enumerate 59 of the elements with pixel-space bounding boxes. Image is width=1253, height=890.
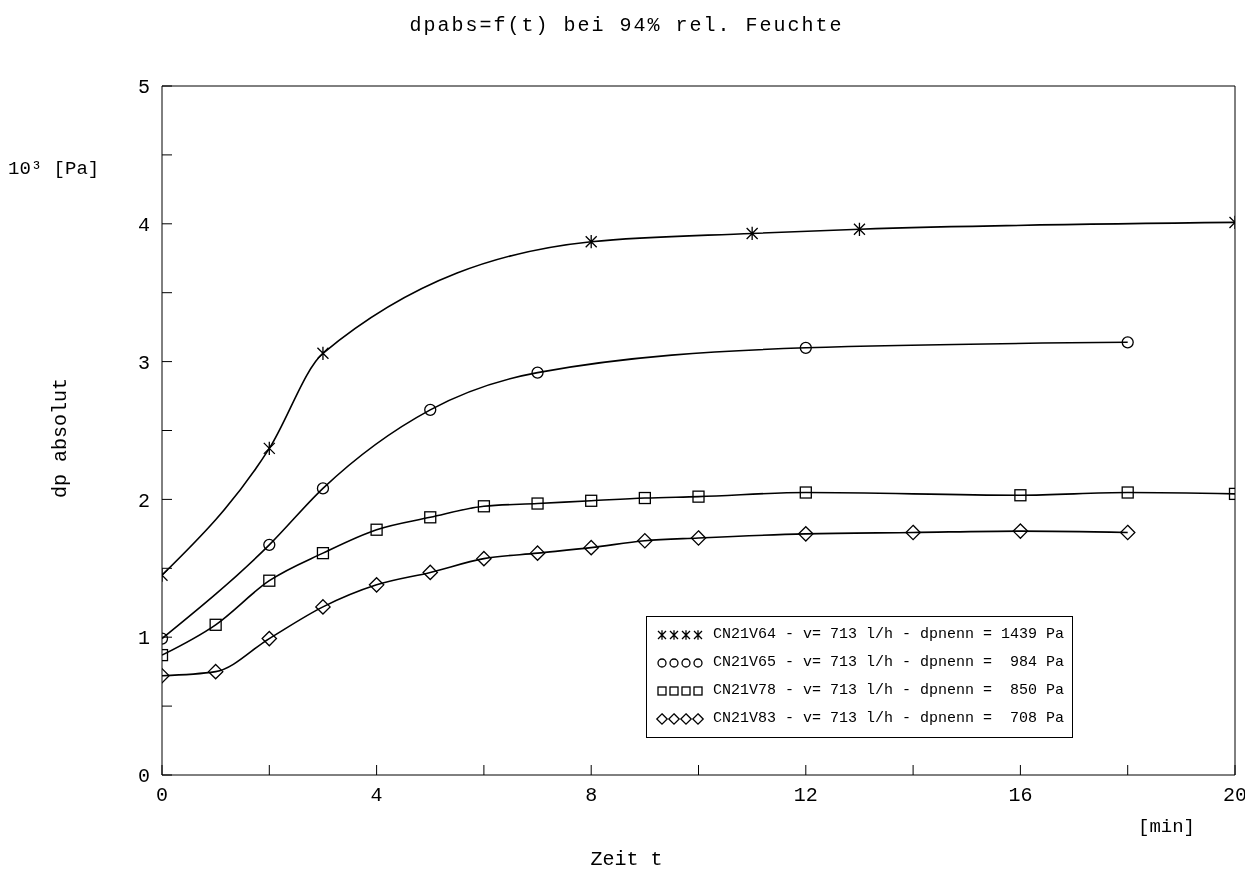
point [476,550,492,567]
point [316,482,330,495]
point [261,630,278,647]
chart-title: dpabs=f(t) bei 94% rel. Feuchte [408,14,845,37]
y-tick-label: 2 [137,489,150,513]
point [905,524,921,541]
point [798,526,814,542]
point [209,618,222,631]
x-tick-label: 8 [585,784,598,808]
point [799,341,812,354]
point [263,574,276,587]
text: 10³ [Pa] [8,158,100,180]
point [799,486,812,499]
point [207,663,224,680]
point [585,234,598,249]
x-tick-label: 0 [155,784,169,808]
point [316,546,330,560]
point [263,538,276,552]
point [853,222,866,237]
point [477,500,491,513]
point [746,226,759,241]
point [1014,489,1027,502]
x-tick-label: 12 [793,784,818,808]
point [692,490,705,503]
point [368,577,385,593]
point [531,497,544,510]
point [316,346,330,361]
point [531,366,544,379]
point [424,403,437,416]
x-tick-label: 16 [1008,784,1033,808]
point [1121,336,1134,349]
point [263,441,276,456]
point [1012,523,1029,539]
x-tick-label: 4 [370,784,383,808]
y-tick-label: 4 [137,213,150,237]
point [1121,486,1134,499]
point [370,523,383,536]
legend-label: CN21V83 - v= 713 l/h - dpnenn = 708 Pa [713,709,1065,729]
point [690,530,707,546]
y-axis-title: dp absolut [48,377,72,499]
legend-label: CN21V65 - v= 713 l/h - dpnenn = 984 Pa [713,653,1065,673]
point [638,491,651,505]
y-tick-label: 5 [137,76,150,100]
x-tick-label: 20 [1222,784,1248,808]
point [585,494,598,507]
point [529,545,546,561]
point [637,532,653,549]
point [1119,524,1136,541]
y-tick-label: 1 [137,627,150,651]
point [583,539,599,556]
point [424,511,437,524]
point [422,564,439,581]
y-tick-label: 0 [137,765,150,789]
x-axis-title: Zeit t [589,848,664,871]
y-tick-label: 3 [137,351,150,375]
text: [min] [1138,816,1196,838]
point [315,599,331,615]
legend-label: CN21V78 - v= 713 l/h - dpnenn = 850 Pa [713,681,1065,701]
legend-label: CN21V64 - v= 713 l/h - dpnenn = 1439 Pa [713,625,1065,645]
